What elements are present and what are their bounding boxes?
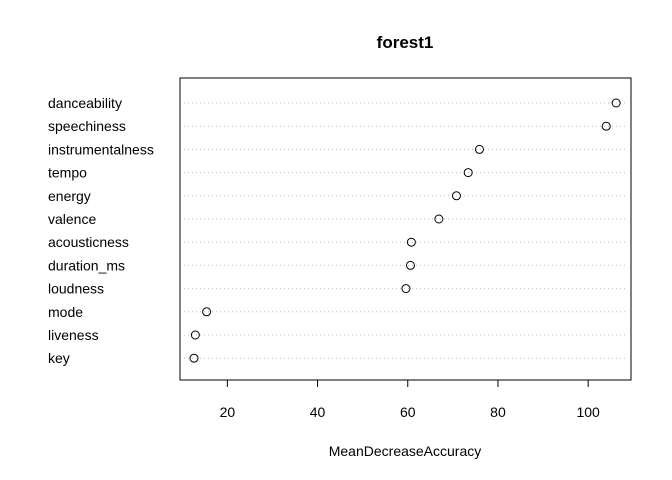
data-point xyxy=(463,168,473,178)
category-label: liveness xyxy=(48,327,99,343)
data-point xyxy=(202,307,212,317)
data-point xyxy=(611,98,621,108)
category-label: instrumentalness xyxy=(48,141,154,157)
data-point xyxy=(451,191,461,201)
category-label: danceability xyxy=(48,95,122,111)
x-tick-label: 100 xyxy=(576,404,600,420)
x-axis-label: MeanDecreaseAccuracy xyxy=(329,443,482,459)
x-tick-label: 40 xyxy=(310,404,326,420)
x-tick-label: 20 xyxy=(220,404,236,420)
data-point xyxy=(474,144,484,154)
grid-lines xyxy=(184,102,628,359)
category-labels: danceability speechiness instrumentalness t… xyxy=(48,95,154,366)
category-label: tempo xyxy=(48,165,87,181)
data-point xyxy=(406,237,416,247)
category-label: energy xyxy=(48,188,91,204)
chart-title: forest1 xyxy=(377,33,434,52)
x-axis: 20 40 60 80 100 xyxy=(220,379,600,420)
data-point xyxy=(189,353,199,363)
category-label: valence xyxy=(48,211,96,227)
category-label: acousticness xyxy=(48,234,129,250)
category-label: duration_ms xyxy=(48,257,125,273)
plot-frame xyxy=(179,77,632,381)
x-tick-label: 80 xyxy=(490,404,506,420)
category-label: speechiness xyxy=(48,118,126,134)
x-tick-label: 60 xyxy=(400,404,416,420)
data-points xyxy=(189,98,621,363)
data-point xyxy=(190,330,200,340)
data-point xyxy=(434,214,444,224)
category-label: mode xyxy=(48,304,83,320)
data-point xyxy=(401,284,411,294)
category-label: loudness xyxy=(48,281,104,297)
data-point xyxy=(601,121,611,131)
data-point xyxy=(405,260,415,270)
category-label: key xyxy=(48,350,70,366)
